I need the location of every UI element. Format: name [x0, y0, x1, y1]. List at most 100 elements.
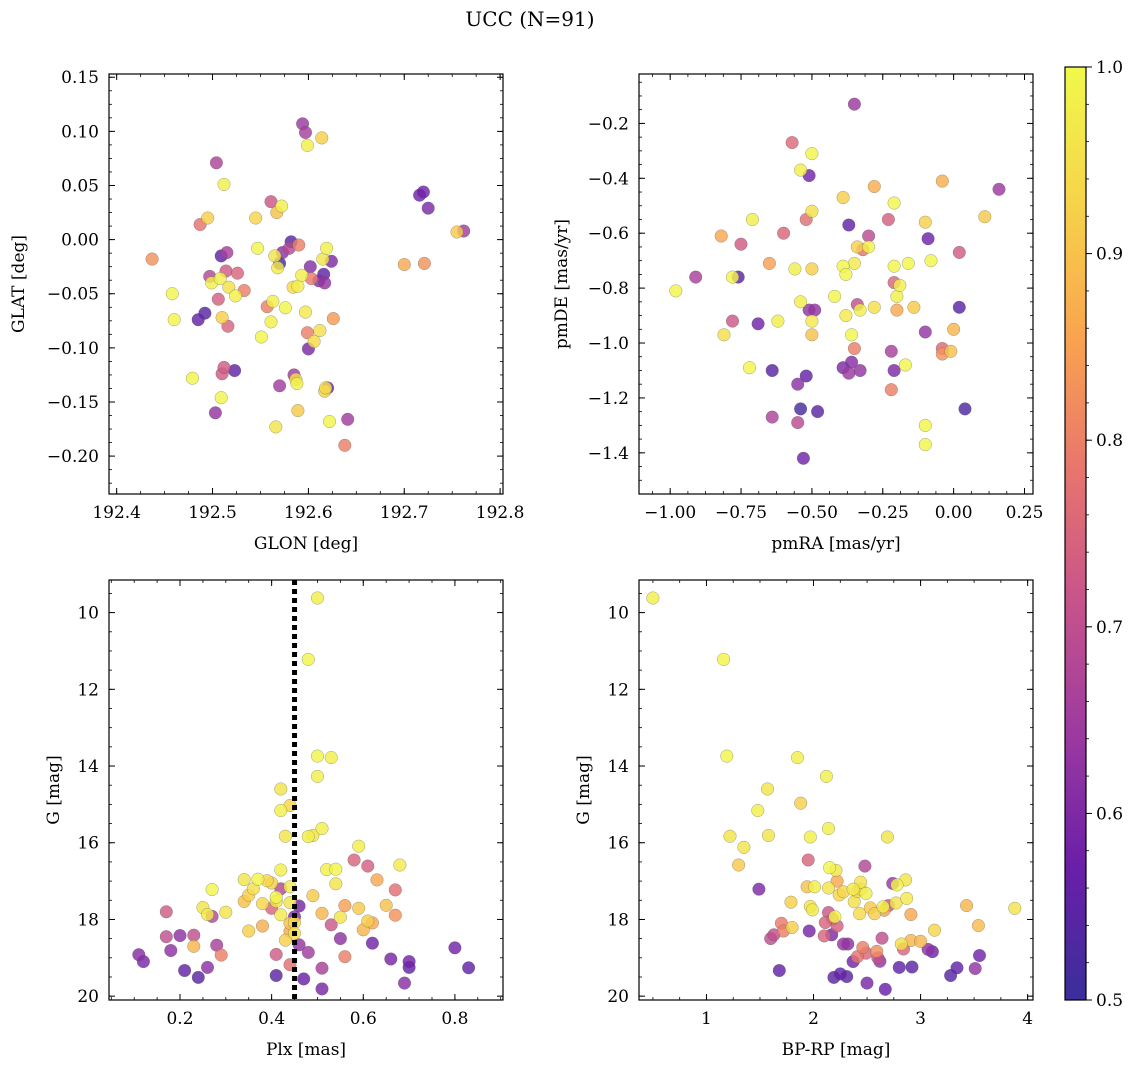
colorbar-tick-label: 0.5	[1096, 991, 1123, 1011]
y-tick-label: 12	[77, 680, 99, 700]
panel-3-xlabel: BP-RP [mag]	[782, 1040, 891, 1060]
scatter-point	[297, 972, 311, 986]
scatter-point	[448, 941, 462, 955]
scatter-point	[765, 410, 779, 424]
scatter-point	[254, 330, 268, 344]
scatter-point	[808, 303, 822, 317]
scatter-point	[898, 358, 912, 372]
scatter-point	[717, 328, 731, 342]
scatter-point	[187, 939, 201, 953]
colorbar-bar	[1064, 66, 1087, 1001]
scatter-point	[333, 932, 347, 946]
scatter-point	[159, 905, 173, 919]
scatter-point	[185, 371, 199, 385]
scatter-point	[723, 829, 737, 843]
panel-0-frame	[108, 73, 504, 495]
x-tick-label: 0.2	[166, 1009, 193, 1029]
scatter-point	[278, 301, 292, 315]
scatter-point	[784, 895, 798, 909]
scatter-point	[326, 312, 340, 326]
scatter-point	[921, 942, 935, 956]
scatter-point	[164, 943, 178, 958]
scatter-point	[918, 418, 932, 432]
scatter-point	[214, 948, 228, 962]
panel-2-ylabel: G [mag]	[44, 755, 64, 824]
scatter-point	[971, 919, 985, 933]
scatter-point	[818, 915, 832, 930]
scatter-point	[907, 300, 921, 314]
scatter-point	[794, 295, 808, 309]
colorbar-tick-label: 1.0	[1096, 58, 1123, 78]
x-tick-label: 192.6	[284, 503, 333, 523]
scatter-point	[935, 174, 949, 188]
scatter-point	[242, 924, 256, 938]
scatter-point	[230, 266, 245, 280]
scatter-point	[875, 931, 889, 945]
x-tick-label: −0.50	[786, 503, 838, 523]
x-tick-label: −0.25	[857, 503, 909, 523]
y-tick-label: −1.0	[588, 334, 629, 354]
scatter-point	[853, 363, 867, 378]
y-tick-label: −0.15	[47, 393, 99, 413]
scatter-point	[876, 900, 890, 914]
x-tick-label: 0.25	[1006, 503, 1044, 523]
scatter-point	[836, 190, 850, 205]
scatter-point	[307, 334, 321, 348]
y-tick-label: −0.20	[47, 447, 99, 467]
scatter-point	[215, 311, 229, 325]
scatter-point	[338, 950, 352, 964]
colorbar-tick-label: 0.8	[1096, 431, 1123, 451]
scatter-point	[811, 405, 825, 419]
scatter-point	[313, 323, 327, 338]
scatter-point	[365, 936, 379, 950]
colorbar-ticks: 0.5 0.6 0.7 0.8 0.9 1.0	[1086, 58, 1123, 1011]
x-tick-label: 3	[915, 1009, 926, 1029]
scatter-point	[714, 229, 728, 243]
scatter-point	[794, 163, 808, 177]
x-tick-label: −1.00	[644, 503, 696, 523]
y-tick-label: −0.4	[588, 169, 629, 189]
scatter-point	[421, 201, 435, 215]
scatter-point	[742, 361, 757, 375]
scatter-point	[858, 859, 872, 873]
scatter-point	[228, 289, 243, 303]
y-tick-label: 0.05	[61, 176, 99, 196]
y-tick-label: −0.05	[47, 285, 99, 305]
scatter-point	[300, 326, 314, 340]
panel-3-ylabel: G [mag]	[574, 755, 594, 824]
scatter-point	[884, 344, 898, 358]
y-tick-label: 10	[607, 604, 629, 624]
scatter-point	[315, 131, 329, 145]
scatter-point	[853, 303, 867, 317]
scatter-point	[278, 933, 292, 947]
scatter-point	[720, 749, 734, 763]
scatter-point	[803, 830, 817, 844]
scatter-point	[853, 907, 867, 921]
scatter-point	[173, 929, 187, 943]
scatter-point	[319, 381, 333, 395]
scatter-point	[836, 937, 851, 951]
scatter-point	[191, 970, 205, 984]
scatter-point	[352, 901, 366, 915]
scatter-point	[275, 199, 289, 213]
scatter-point	[361, 859, 375, 873]
scatter-point	[752, 882, 766, 896]
x-tick-label: 0.8	[441, 1009, 468, 1029]
x-tick-label: 192.7	[380, 503, 429, 523]
panel-0-xlabel: GLON [deg]	[254, 534, 358, 554]
scatter-point	[978, 210, 992, 224]
scatter-point	[785, 136, 799, 150]
scatter-point	[901, 256, 915, 270]
scatter-point	[306, 889, 320, 903]
scatter-point	[338, 438, 352, 452]
scatter-point	[191, 313, 205, 327]
scatter-point	[315, 961, 329, 975]
y-tick-label: 18	[77, 910, 99, 930]
scatter-point	[904, 907, 918, 922]
scatter-point	[217, 177, 231, 191]
scatter-point	[732, 858, 746, 872]
scatter-point	[268, 249, 282, 263]
scatter-point	[958, 402, 972, 416]
panel-2-xlabel: Plx [mas]	[266, 1040, 346, 1060]
